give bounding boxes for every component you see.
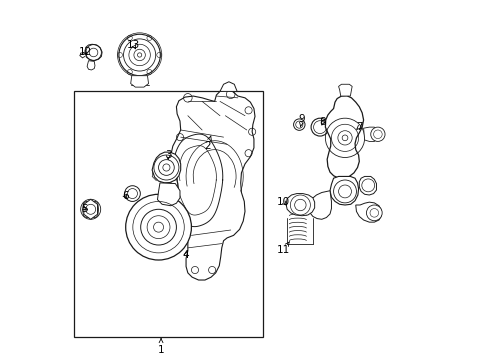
Polygon shape (87, 61, 95, 70)
Text: 9: 9 (299, 114, 305, 127)
Text: 8: 8 (319, 117, 326, 127)
Text: 13: 13 (127, 40, 140, 50)
Polygon shape (152, 152, 181, 183)
Polygon shape (85, 44, 102, 61)
Text: 6: 6 (122, 191, 129, 201)
Polygon shape (309, 191, 331, 219)
Polygon shape (171, 90, 255, 280)
Polygon shape (220, 82, 237, 91)
Bar (74, 91, 263, 337)
Polygon shape (286, 194, 315, 216)
Text: 7: 7 (356, 122, 363, 132)
Polygon shape (330, 176, 359, 205)
Polygon shape (359, 176, 376, 195)
Circle shape (371, 127, 385, 141)
Text: 4: 4 (183, 250, 189, 260)
Text: 10: 10 (277, 197, 290, 207)
Circle shape (126, 194, 192, 260)
Polygon shape (325, 96, 364, 178)
Polygon shape (339, 84, 352, 96)
Circle shape (141, 209, 176, 245)
Polygon shape (84, 199, 98, 219)
Polygon shape (131, 76, 148, 87)
Text: 2: 2 (204, 136, 211, 151)
Text: 3: 3 (165, 150, 172, 160)
Polygon shape (82, 202, 98, 217)
Circle shape (119, 34, 160, 76)
Text: 11: 11 (277, 242, 290, 255)
Text: 12: 12 (78, 47, 92, 57)
Polygon shape (356, 202, 381, 222)
Circle shape (367, 205, 382, 221)
Text: 5: 5 (82, 203, 88, 213)
Polygon shape (364, 127, 379, 141)
Polygon shape (157, 183, 180, 206)
Text: 1: 1 (158, 339, 164, 355)
